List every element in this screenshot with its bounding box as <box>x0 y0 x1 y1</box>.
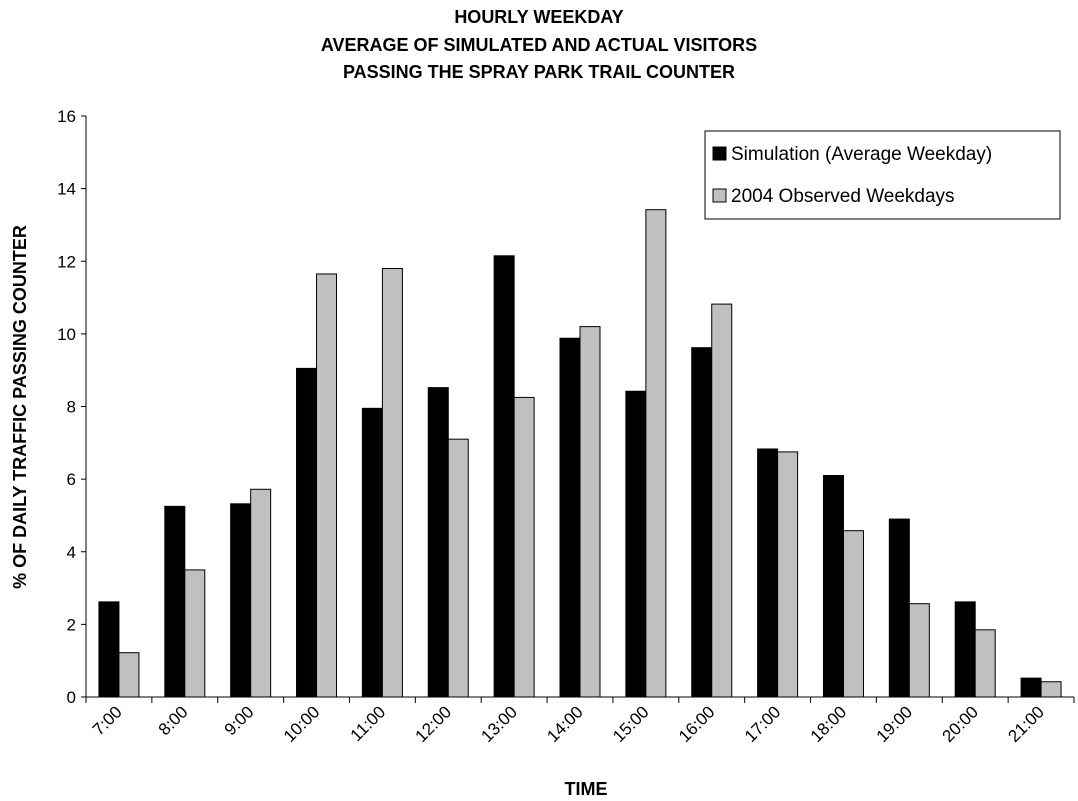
bar-simulation-1200 <box>427 387 449 698</box>
x-tick-label-800: 8:00 <box>155 702 192 739</box>
x-tick-label-900: 9:00 <box>221 702 258 739</box>
x-tick-label-1600: 16:00 <box>675 702 719 746</box>
x-axis-label: TIME <box>565 779 608 799</box>
bar-observed-1500 <box>645 209 667 698</box>
y-tick-label-12: 12 <box>57 252 76 271</box>
bar-simulation-800 <box>164 505 186 698</box>
y-tick-label-2: 2 <box>67 615 76 634</box>
bar-simulation-1700 <box>757 448 779 698</box>
bar-observed-1300 <box>513 396 535 698</box>
chart-title-line-2: AVERAGE OF SIMULATED AND ACTUAL VISITORS <box>320 35 758 55</box>
x-tick-label-1200: 12:00 <box>412 702 456 746</box>
x-tick-label-1100: 11:00 <box>347 702 390 745</box>
bar-observed-700 <box>118 652 140 698</box>
y-axis-label: % OF DAILY TRAFFIC PASSING COUNTER <box>10 225 30 589</box>
bar-simulation-1500 <box>625 390 647 698</box>
legend-label-observed: 2004 Observed Weekdays <box>731 186 955 207</box>
bar-observed-800 <box>184 569 206 698</box>
bar-observed-1600 <box>711 303 733 698</box>
x-tick-label-1300: 13:00 <box>477 702 521 746</box>
bar-simulation-1600 <box>691 347 713 698</box>
y-tick-label-16: 16 <box>57 107 76 126</box>
y-tick-label-0: 0 <box>67 688 76 707</box>
bar-observed-1200 <box>447 438 469 698</box>
bar-observed-1900 <box>908 603 930 698</box>
x-tick-label-700: 7:00 <box>89 702 126 739</box>
x-tick-label-1700: 17:00 <box>741 702 785 746</box>
bar-simulation-2100 <box>1020 677 1042 698</box>
legend-swatch-simulation <box>712 146 727 161</box>
y-tick-label-8: 8 <box>67 398 76 417</box>
bar-observed-1700 <box>777 451 799 698</box>
x-tick-label-2000: 20:00 <box>939 702 983 746</box>
bar-observed-900 <box>250 488 272 698</box>
bar-simulation-1900 <box>888 518 910 698</box>
legend-label-simulation: Simulation (Average Weekday) <box>731 144 992 165</box>
legend: Simulation (Average Weekday) 2004 Observ… <box>704 130 1061 220</box>
x-tick-label-1500: 15:00 <box>609 702 653 746</box>
bar-simulation-900 <box>230 503 252 698</box>
y-tick-label-6: 6 <box>67 470 76 489</box>
bar-simulation-700 <box>98 601 120 698</box>
x-tick-label-1800: 18:00 <box>807 702 851 746</box>
bar-simulation-1100 <box>361 407 383 698</box>
x-tick-label-1900: 19:00 <box>873 702 917 746</box>
legend-box <box>704 130 1061 220</box>
bar-observed-1100 <box>381 268 403 698</box>
bar-observed-2000 <box>974 629 996 698</box>
bar-observed-1800 <box>842 530 864 698</box>
bar-observed-2100 <box>1040 681 1062 698</box>
bar-simulation-1400 <box>559 337 581 698</box>
y-tick-label-14: 14 <box>57 180 76 199</box>
chart-title-line-3: PASSING THE SPRAY PARK TRAIL COUNTER <box>342 62 736 82</box>
x-tick-label-1400: 14:00 <box>543 702 587 746</box>
bar-simulation-1800 <box>822 474 844 698</box>
x-tick-label-1000: 10:00 <box>280 702 324 746</box>
bar-observed-1400 <box>579 326 601 698</box>
y-tick-label-10: 10 <box>57 325 76 344</box>
legend-swatch-observed <box>712 188 727 203</box>
y-tick-label-4: 4 <box>67 543 76 562</box>
bar-observed-1000 <box>316 273 338 698</box>
bar-simulation-1300 <box>493 255 515 698</box>
bar-simulation-2000 <box>954 601 976 698</box>
x-tick-label-2100: 21:00 <box>1004 702 1048 746</box>
chart-title-line-1: HOURLY WEEKDAY <box>454 7 624 27</box>
bar-simulation-1000 <box>296 367 318 698</box>
